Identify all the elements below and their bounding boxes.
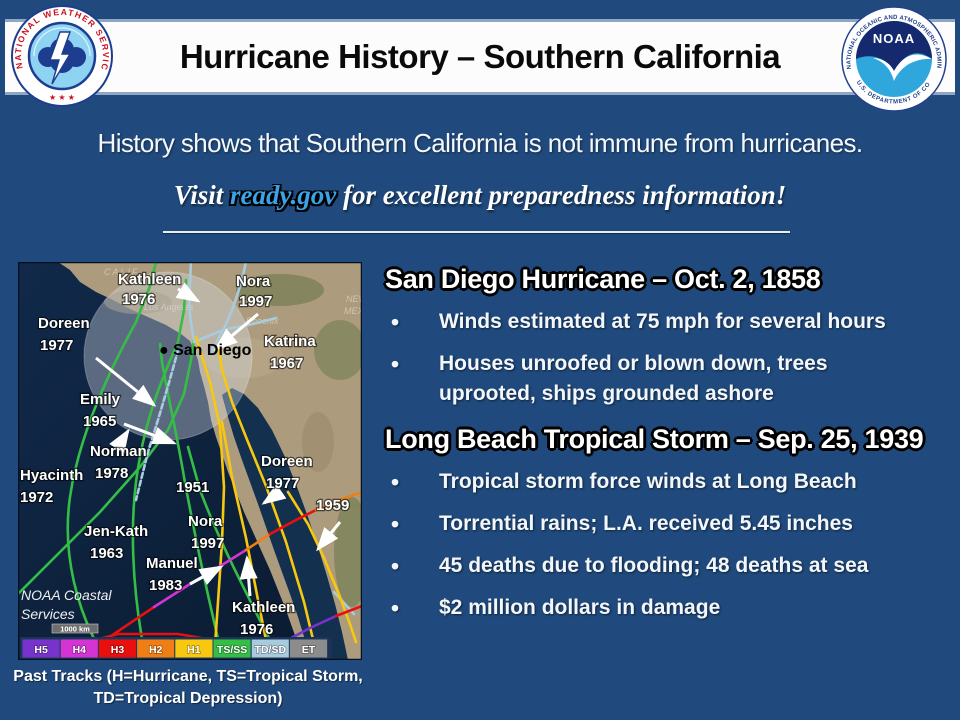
bullet-item: Houses unroofed or blown down, trees upr… [385,348,925,409]
storm-label: 1959 [316,497,349,514]
legend-item: H5 [21,638,61,659]
geo-label-nm2: MEX. [344,306,362,316]
storm-label: Nora 1997 [236,273,272,310]
svg-text:ET: ET [302,644,316,656]
svg-text:TD/SD: TD/SD [255,644,287,656]
map-credit: NOAA Coastal Services [21,587,112,622]
legend-item: H1 [174,638,214,659]
svg-text:Services: Services [21,606,75,622]
bullet-item: Torrential rains; L.A. received 5.45 inc… [385,508,925,540]
svg-text:NOAA Coastal: NOAA Coastal [21,587,112,603]
cta-line: Visit ready.gov for excellent preparedne… [0,180,960,211]
map-caption: Past Tracks (H=Hurricane, TS=Tropical St… [13,668,363,707]
bullet-list: Winds estimated at 75 mph for several ho… [385,306,925,409]
section-heading: Long Beach Tropical Storm – Sep. 25, 193… [385,424,924,455]
bullet-list: Tropical storm force winds at Long Beach… [385,466,925,624]
title-band: Hurricane History – Southern California [5,19,955,95]
legend-item: H4 [59,638,99,659]
section-long-beach-storm: Long Beach Tropical Storm – Sep. 25, 193… [385,424,950,624]
nws-logo: NATIONAL WEATHER SERVICE ★ ★ ★ [10,4,113,107]
storm-label: Norman 1978 [90,443,147,482]
svg-text:H3: H3 [111,644,125,656]
intro-line: History shows that Southern California i… [97,128,864,158]
page-title: Hurricane History – Southern California [179,38,781,75]
storm-label: Doreen 1977 [261,453,313,492]
track-1959 [286,490,358,644]
storm-label: Nora 1997 [188,513,224,552]
geo-label-la: Los Angeles [144,302,194,312]
track-kathleen-inland [187,260,196,342]
section-san-diego-hurricane: San Diego Hurricane – Oct. 2, 1858 Winds… [385,264,950,408]
svg-text:TS/SS: TS/SS [217,644,247,656]
track-norman [131,278,188,662]
cta-prefix: Visit [173,180,231,210]
track-seg-orange [244,532,272,552]
lightning-bolt-icon [49,31,72,85]
track-doreen-gulf [216,342,320,662]
geo-label-nm1: NEW [346,294,362,304]
svg-text:H5: H5 [34,644,48,656]
track-green-4 [16,338,196,596]
bullet-item: Winds estimated at 75 mph for several ho… [385,306,925,338]
noaa-acronym: NOAA [873,31,915,46]
track-green-5 [186,445,282,662]
storm-label: Manuel 1983 [146,555,198,594]
geo-label-state: CALIF [104,267,140,277]
storm-label: Emily 1965 [80,391,121,430]
track-seg-red3 [334,604,364,618]
legend-item: H3 [97,638,138,659]
storm-label: Doreen 1977 [38,315,90,354]
storm-label: Kathleen 1976 [232,599,295,638]
track-seg-red2 [268,508,318,536]
divider-line [163,231,790,233]
svg-text:1000 km: 1000 km [60,625,90,634]
bullet-item: Tropical storm force winds at Long Beach [385,466,925,498]
noaa-logo: NATIONAL OCEANIC AND ATMOSPHERIC ADMINIS… [840,5,947,112]
san-diego-marker: ● San Diego [159,342,252,359]
ready-gov-link[interactable]: ready.gov [230,180,337,210]
svg-text:H2: H2 [149,644,163,656]
legend-item: TD/SD [250,638,290,659]
cta-suffix: for excellent preparedness information! [336,180,787,210]
map-scale-bar: 1000 km [51,623,99,634]
noaa-sky [856,21,932,71]
legend-item: ET [288,638,329,659]
section-heading: San Diego Hurricane – Oct. 2, 1858 [385,264,821,294]
storm-labels: Kathleen 1976 Nora 1997 Doreen 1977 Katrina… [19,270,351,639]
svg-text:H4: H4 [73,644,87,656]
track-hyacinth [66,260,158,662]
storm-label: Katrina 1967 [264,333,316,372]
storm-label: 1951 [176,479,209,496]
track-katrina [192,316,278,344]
track-yellow-1 [194,335,226,662]
storm-label: Kathleen 1976 [118,271,181,308]
annotation-arrows [95,282,342,597]
content-column: San Diego Hurricane – Oct. 2, 1858 Winds… [385,264,950,639]
track-doreen-coast [134,348,180,502]
bullet-item: 45 deaths due to flooding; 48 deaths at … [385,550,925,582]
legend-item: H2 [136,638,176,659]
seagull-icon [873,54,932,81]
track-yellow-2 [220,420,272,662]
map-legend: H5 H4 H3 H2 H1 TS/SS TD/SD ET [20,637,332,660]
track-seg-orange2 [314,490,364,512]
hurricane-track-map: CALIF Los Angeles Phoenix NEW MEX. [16,260,370,662]
nws-stars: ★ ★ ★ [49,93,75,102]
svg-text:H1: H1 [187,644,201,656]
bullet-item: $2 million dollars in damage [385,592,925,624]
storm-label: Hyacinth 1972 [20,467,83,506]
legend-item: TS/SS [212,638,252,659]
storm-label: Jen-Kath 1963 [84,523,148,562]
